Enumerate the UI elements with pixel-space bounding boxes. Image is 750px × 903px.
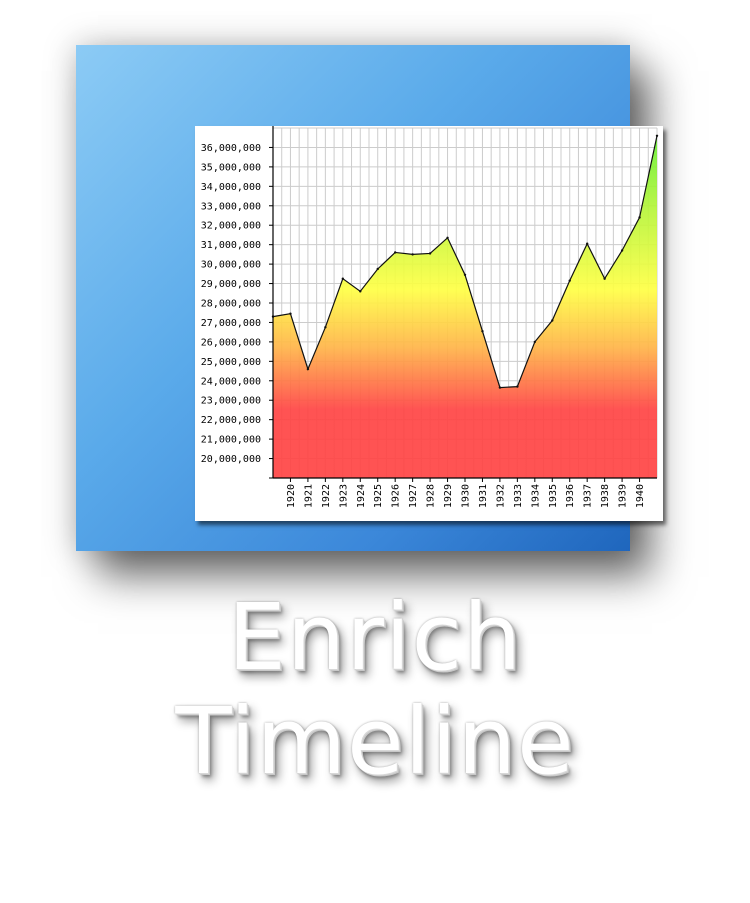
x-tick-label: 1934 [530,484,541,508]
y-tick-label: 29,000,000 [201,279,261,290]
data-point [393,251,397,254]
data-point [620,249,624,252]
x-tick-label: 1931 [478,484,489,508]
x-tick-label: 1920 [286,484,297,508]
y-tick-label: 35,000,000 [201,162,261,173]
area-fill [273,135,657,478]
data-point [289,312,292,315]
x-tick-label: 1926 [391,484,402,508]
x-tick-label: 1940 [635,484,646,508]
y-tick-label: 27,000,000 [201,318,261,329]
y-tick-label: 30,000,000 [201,260,261,271]
data-point [516,385,519,388]
app-icon-tile[interactable]: 20,000,000 21,000,000 22,000,000 23,000,000… [76,45,663,551]
data-point [341,277,345,280]
data-point [306,367,310,371]
data-point [603,277,606,280]
chart-panel: 20,000,000 21,000,000 22,000,000 23,000,000… [195,126,663,521]
data-point [359,290,362,293]
x-tick-label: 1923 [338,484,349,508]
x-tick-label: 1922 [321,484,332,508]
x-tick-label: 1925 [373,484,384,508]
y-tick-label: 31,000,000 [201,240,261,251]
y-tick-label: 28,000,000 [201,299,261,310]
x-tick-label: 1921 [303,484,314,508]
data-point [655,134,659,137]
x-tick-label: 1933 [513,484,524,508]
x-tick-label: 1935 [548,484,559,508]
y-tick-label: 24,000,000 [201,376,261,387]
y-tick-label: 34,000,000 [201,182,261,193]
data-point [428,252,432,255]
data-point [568,279,571,282]
data-point [533,340,537,344]
data-point [463,273,467,277]
y-tick-label: 20,000,000 [201,454,261,465]
y-tick-label: 32,000,000 [201,221,261,232]
y-tick-label: 26,000,000 [201,337,261,348]
data-point [585,242,589,245]
app-name-line-1: Enrich [227,584,523,691]
x-tick-label: 1924 [356,484,367,508]
app-name-line-2: Timeline [175,688,575,795]
x-tick-label: 1929 [443,484,454,508]
x-tick-label: 1932 [495,484,506,508]
y-tick-label: 36,000,000 [201,143,261,154]
data-point [324,326,327,329]
data-point [638,216,641,219]
y-axis-ticks: 20,000,000 21,000,000 22,000,000 23,000,000… [201,143,273,479]
x-tick-label: 1938 [600,484,611,508]
data-point [411,253,414,256]
y-tick-label: 33,000,000 [201,201,261,212]
area-chart: 20,000,000 21,000,000 22,000,000 23,000,000… [201,126,659,508]
y-tick-label: 22,000,000 [201,415,261,426]
y-tick-label: 25,000,000 [201,357,261,368]
data-point [481,329,484,333]
y-tick-label: 23,000,000 [201,396,261,407]
x-axis-ticks: 1920 1921 1922 1923 1924 1925 1926 1927 1928 1929… [286,478,646,508]
data-point [498,386,502,389]
chart-area-layer [271,134,659,478]
x-tick-label: 1927 [408,484,419,508]
x-tick-label: 1930 [461,484,472,508]
data-point [376,267,379,271]
x-tick-label: 1939 [618,484,629,508]
data-point [551,319,554,322]
y-tick-label: 21,000,000 [201,435,261,446]
x-tick-label: 1937 [583,484,594,508]
data-point [446,236,449,240]
x-tick-label: 1928 [426,484,437,508]
x-tick-label: 1936 [565,484,576,508]
